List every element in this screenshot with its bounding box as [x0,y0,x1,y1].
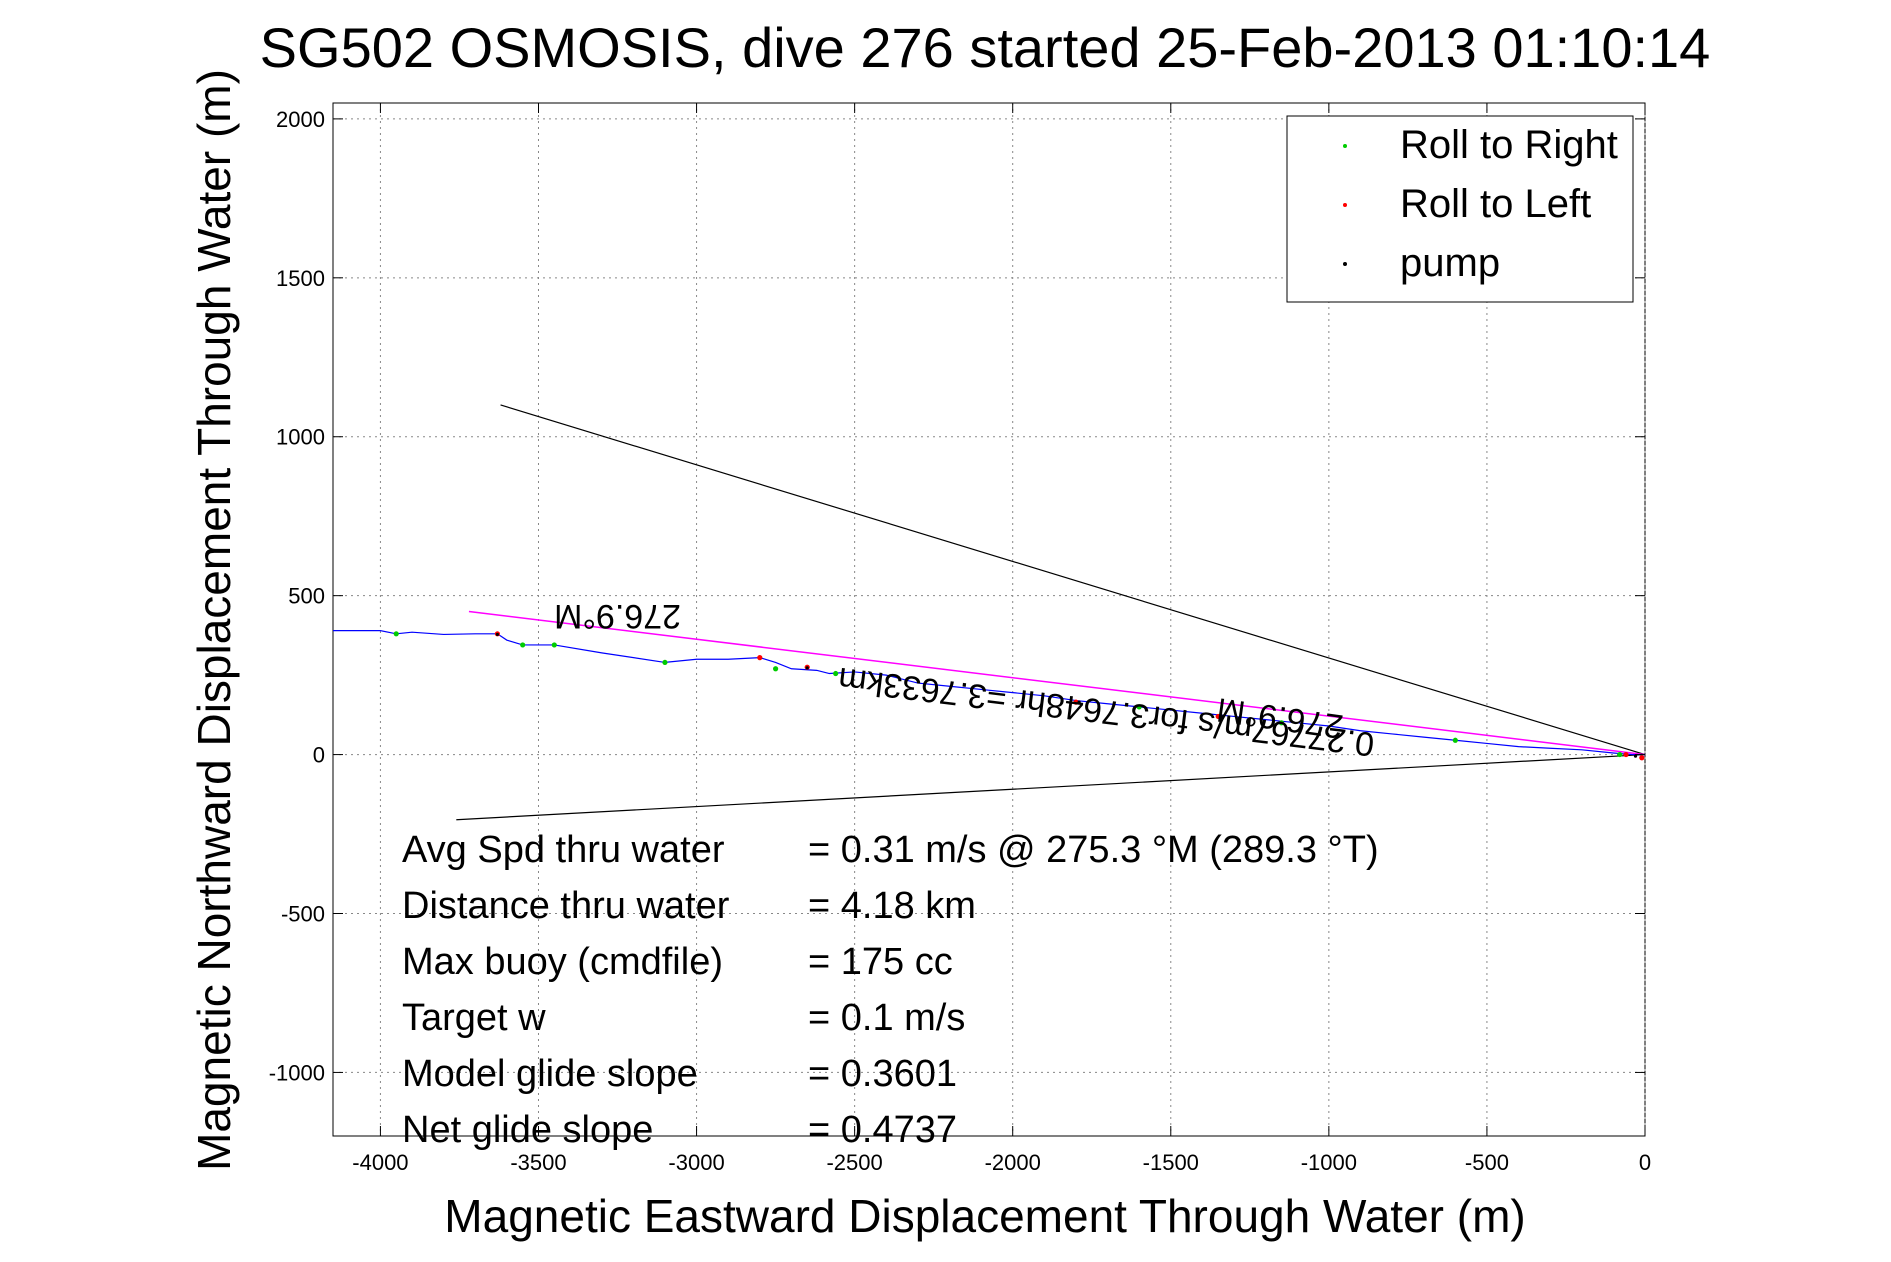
roll-right-point [1452,737,1458,743]
pump-point [495,632,499,637]
y-tick-label: 1500 [276,266,325,291]
stats-label: Model glide slope [402,1053,698,1095]
x-tick-label: -500 [1465,1150,1509,1175]
plot-annotation: 276.9°M [554,597,681,635]
legend-marker [1343,262,1347,266]
y-axis-ticks: 2000 1500 1000 500 0 -500 -1000 [269,107,1645,1085]
y-tick-label: -500 [281,902,325,927]
roll-left-point [1073,699,1079,705]
pump-point [1633,754,1638,758]
x-tick-label: -4000 [352,1150,408,1175]
legend: Roll to Right Roll to Left pump [1286,115,1634,303]
x-tick-label: -3000 [668,1150,724,1175]
x-tick-label: -2000 [985,1150,1041,1175]
x-tick-label: 0 [1639,1150,1651,1175]
legend-label: pump [1400,241,1500,285]
x-tick-label: -2500 [826,1150,882,1175]
x-tick-label: -1500 [1143,1150,1199,1175]
series-layer [333,404,1646,821]
stats-value: = 0.31 m/s @ 275.3 °M (289.3 °T) [808,829,1379,871]
stats-label: Net glide slope [402,1109,653,1151]
roll-right-point [1617,751,1623,758]
y-axis-label: Magnetic Northward Displacement Through … [188,69,240,1171]
stats-value: = 0.3601 [808,1053,957,1095]
y-tick-label: -1000 [269,1060,325,1085]
pump-point [1077,700,1081,704]
legend-marker [1343,203,1347,207]
roll-right-point [520,642,526,648]
stats-value: = 4.18 km [808,885,976,927]
x-tick-label: -1000 [1301,1150,1357,1175]
heading-line [468,610,1646,756]
stats-label: Max buoy (cmdfile) [402,941,723,983]
y-tick-label: 1000 [276,425,325,450]
stats-label: Avg Spd thru water [402,829,725,871]
track-line [333,630,1645,756]
y-tick-label: 500 [288,584,325,609]
roll-right-point [662,659,668,666]
roll-left-point [1639,755,1645,761]
y-tick-label: 2000 [276,107,325,132]
x-tick-label: -3500 [510,1150,566,1175]
roll-left-point [1215,713,1221,720]
x-axis-label: Magnetic Eastward Displacement Through W… [444,1190,1525,1242]
pump-point [805,666,809,670]
stats-value: = 0.1 m/s [808,997,965,1039]
roll-right-point [393,631,399,637]
roll-left-point [757,655,763,661]
roll-right-point [551,642,557,648]
legend-marker [1343,144,1347,148]
chart-title: SG502 OSMOSIS, dive 276 started 25-Feb-2… [260,16,1711,79]
pump-point [1219,715,1223,719]
stats-value: = 175 cc [808,941,953,983]
x-axis-ticks: -4000 -3500 -3000 -2500 -2000 -1500 -1000 -500 0 [352,103,1651,1175]
stats-label: Distance thru water [402,885,730,927]
legend-label: Roll to Right [1400,123,1618,167]
roll-right-point [1278,720,1285,726]
envelope-line [456,753,1646,821]
legend-label: Roll to Left [1400,182,1591,226]
stats-value: = 0.4737 [808,1109,957,1151]
roll-right-point [1136,704,1142,710]
stats-panel: Avg Spd thru water = 0.31 m/s @ 275.3 °M … [402,829,1379,1151]
roll-left-point [1623,751,1629,758]
y-tick-label: 0 [313,743,325,768]
roll-right-point [833,670,839,677]
roll-right-point [773,666,779,672]
stats-label: Target w [402,997,546,1039]
envelope-line [500,404,1646,756]
